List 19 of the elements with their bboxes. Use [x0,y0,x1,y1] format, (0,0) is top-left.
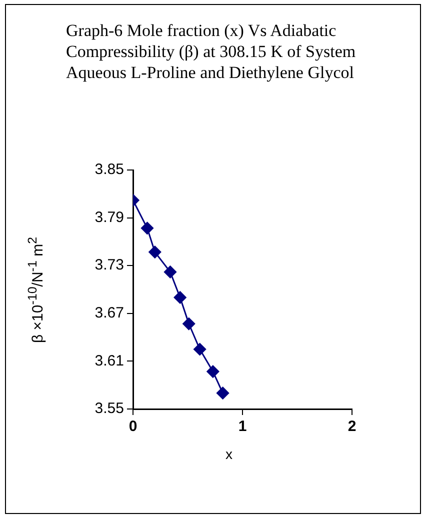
x-tick-label: 2 [348,418,356,436]
point [164,266,176,278]
x-tick-label: 0 [128,418,138,436]
y-tick-label: 3.73 [94,256,124,274]
point [148,246,162,258]
y-tick-label: 3.67 [94,304,124,322]
point [194,343,206,356]
point [216,386,230,400]
point [174,291,186,304]
point [206,365,220,378]
x-tick-label: 1 [238,418,247,436]
y-tick-label: 3.55 [94,400,124,418]
y-tick-label: 3.79 [94,208,124,226]
point [182,318,196,330]
point [140,222,154,234]
y-tick-label: 3.85 [94,161,124,178]
chart-title: Graph-6 Mole fraction (x) Vs Adiabatic Compressibility (β) at 308.15 K of System Aqueous L-Proline and Diethylene Glycol [66,20,356,83]
y-tick-label: 3.61 [94,352,124,370]
x-axis-title: x [226,446,232,462]
